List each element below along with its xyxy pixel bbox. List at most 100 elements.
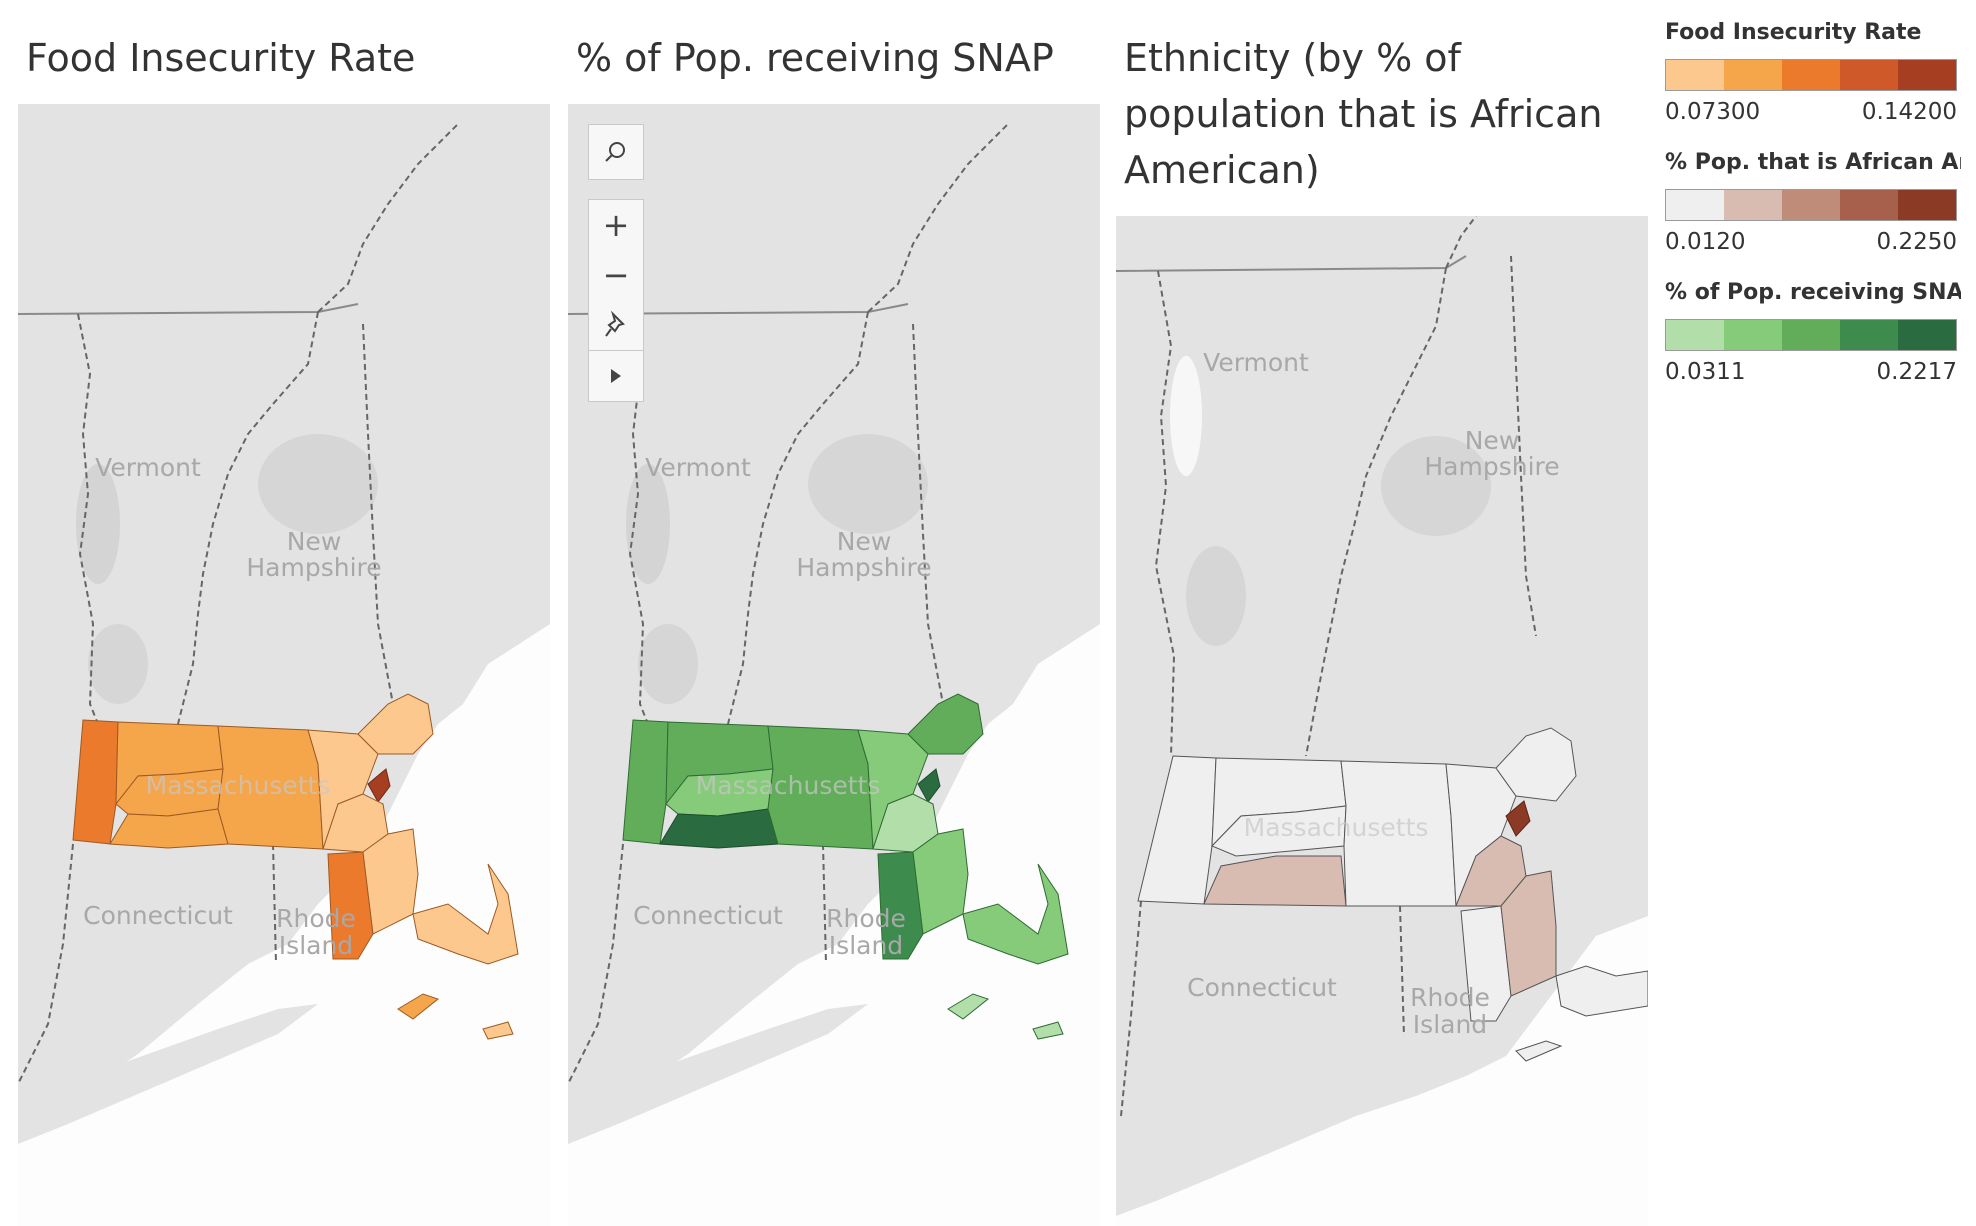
map-ethnicity[interactable]: Vermont New Hampshire Massachusetts Conn…: [1116, 216, 1648, 1226]
label-ri-2: Island: [829, 931, 903, 960]
long-island: [568, 1004, 868, 1144]
label-connecticut: Connecticut: [83, 901, 233, 930]
legend-swatch: [1840, 320, 1898, 350]
legend-color-ramp: [1665, 189, 1957, 221]
label-ri-2: Island: [279, 931, 353, 960]
label-connecticut: Connecticut: [1187, 973, 1337, 1002]
label-massachusetts: Massachusetts: [146, 771, 331, 800]
zoom-in-button[interactable]: +: [602, 206, 630, 244]
label-nh-1: New: [287, 527, 342, 556]
long-island: [18, 1004, 318, 1144]
county-nantucket: [1032, 1021, 1064, 1040]
legend-swatch: [1840, 190, 1898, 220]
border-ct-ri: [272, 843, 277, 965]
legend-swatch: [1666, 60, 1724, 90]
legend-swatch: [1898, 60, 1956, 90]
county-berkshire: [622, 719, 669, 845]
map-canvas-food[interactable]: Vermont New Hampshire Massachusetts Conn…: [18, 104, 550, 1226]
label-nh-1: New: [1465, 426, 1520, 455]
label-nh-1: New: [837, 527, 892, 556]
county-hampden: [1203, 855, 1347, 907]
county-berkshire: [72, 719, 119, 845]
label-ri-2: Island: [1413, 1010, 1487, 1039]
label-connecticut: Connecticut: [633, 901, 783, 930]
legend-swatch: [1840, 60, 1898, 90]
border-ny-vt: [77, 313, 99, 725]
label-massachusetts: Massachusetts: [696, 771, 881, 800]
legend-title: Food Insecurity Rate: [1665, 20, 1922, 45]
search-icon: [605, 142, 625, 162]
massachusetts-counties: [1137, 727, 1648, 1062]
legend-min: 0.0311: [1665, 359, 1746, 385]
legend-swatch: [1724, 60, 1782, 90]
pin-button[interactable]: [589, 300, 643, 350]
panel-title-ethnicity: Ethnicity (by % of population that is Af…: [1124, 36, 1603, 192]
county-bristol: [877, 851, 924, 960]
label-nh-2: Hampshire: [796, 553, 931, 582]
legend-min: 0.0120: [1665, 229, 1746, 255]
massachusetts-counties: [72, 693, 519, 1040]
label-nh-2: Hampshire: [1424, 452, 1559, 481]
legend-food-insecurity[interactable]: Food Insecurity Rate 0.07300 0.14200: [1665, 20, 1961, 125]
label-ri-1: Rhode: [276, 904, 356, 933]
county-dukes: [947, 993, 990, 1020]
legend-color-ramp: [1665, 59, 1957, 91]
label-massachusetts: Massachusetts: [1244, 813, 1429, 842]
legend-swatch: [1782, 320, 1840, 350]
county-barnstable: [412, 863, 519, 965]
county-nantucket: [482, 1021, 514, 1040]
map-snap[interactable]: Vermont New Hampshire Massachusetts Conn…: [568, 104, 1100, 1226]
legend-swatch: [1666, 320, 1724, 350]
county-dukes: [397, 993, 440, 1020]
legend-title: % Pop. that is African Am..: [1665, 150, 1961, 175]
legend-color-ramp: [1665, 319, 1957, 351]
county-bristol: [327, 851, 374, 960]
county-plymouth: [1500, 870, 1557, 997]
legend-swatch: [1724, 320, 1782, 350]
map-canvas-ethnicity[interactable]: Vermont New Hampshire Massachusetts Conn…: [1116, 216, 1648, 1226]
panel-title-snap: % of Pop. receiving SNAP: [576, 36, 1054, 80]
border-vt-nh: [177, 123, 459, 725]
play-icon: [611, 369, 621, 383]
expand-toolbar-button[interactable]: [589, 350, 643, 401]
label-vermont: Vermont: [1203, 348, 1309, 377]
county-dukes: [1515, 1040, 1563, 1062]
massachusetts-counties: [622, 693, 1069, 1040]
label-vermont: Vermont: [645, 453, 751, 482]
county-suffolk: [367, 768, 391, 803]
county-essex: [1495, 727, 1577, 802]
map-canvas-snap[interactable]: Vermont New Hampshire Massachusetts Conn…: [568, 104, 1100, 1226]
legend-swatch: [1898, 190, 1956, 220]
county-plymouth: [912, 828, 969, 935]
county-berkshire: [1137, 755, 1217, 905]
label-ri-1: Rhode: [826, 904, 906, 933]
label-ri-1: Rhode: [1410, 983, 1490, 1012]
legend-swatch: [1898, 320, 1956, 350]
legend-swatch: [1666, 190, 1724, 220]
label-nh-2: Hampshire: [246, 553, 381, 582]
zoom-out-button[interactable]: −: [602, 256, 630, 294]
county-plymouth: [362, 828, 419, 935]
county-suffolk: [917, 768, 941, 803]
legend-swatch: [1782, 60, 1840, 90]
county-essex: [907, 693, 984, 755]
legend-swatch: [1782, 190, 1840, 220]
land-mass: [568, 104, 1100, 1134]
map-food-insecurity[interactable]: Vermont New Hampshire Massachusetts Conn…: [18, 104, 550, 1226]
legend-max: 0.2250: [1876, 229, 1957, 255]
legend-african-american[interactable]: % Pop. that is African Am.. 0.0120 0.225…: [1665, 150, 1961, 255]
county-barnstable: [962, 863, 1069, 965]
land-mass: [18, 104, 550, 1134]
map-search-button[interactable]: [588, 124, 644, 180]
legend-title: % of Pop. receiving SNAP: [1665, 280, 1961, 305]
legend-max: 0.14200: [1861, 99, 1957, 125]
county-barnstable: [1555, 965, 1648, 1017]
county-essex: [357, 693, 434, 755]
legend-swatch: [1724, 190, 1782, 220]
label-vermont: Vermont: [95, 453, 201, 482]
border-nh-me: [362, 323, 394, 705]
legend-snap[interactable]: % of Pop. receiving SNAP 0.0311 0.2217: [1665, 280, 1961, 385]
legend-max: 0.2217: [1876, 359, 1957, 385]
legend-min: 0.07300: [1665, 99, 1761, 125]
border-ny-ct: [18, 843, 74, 1085]
